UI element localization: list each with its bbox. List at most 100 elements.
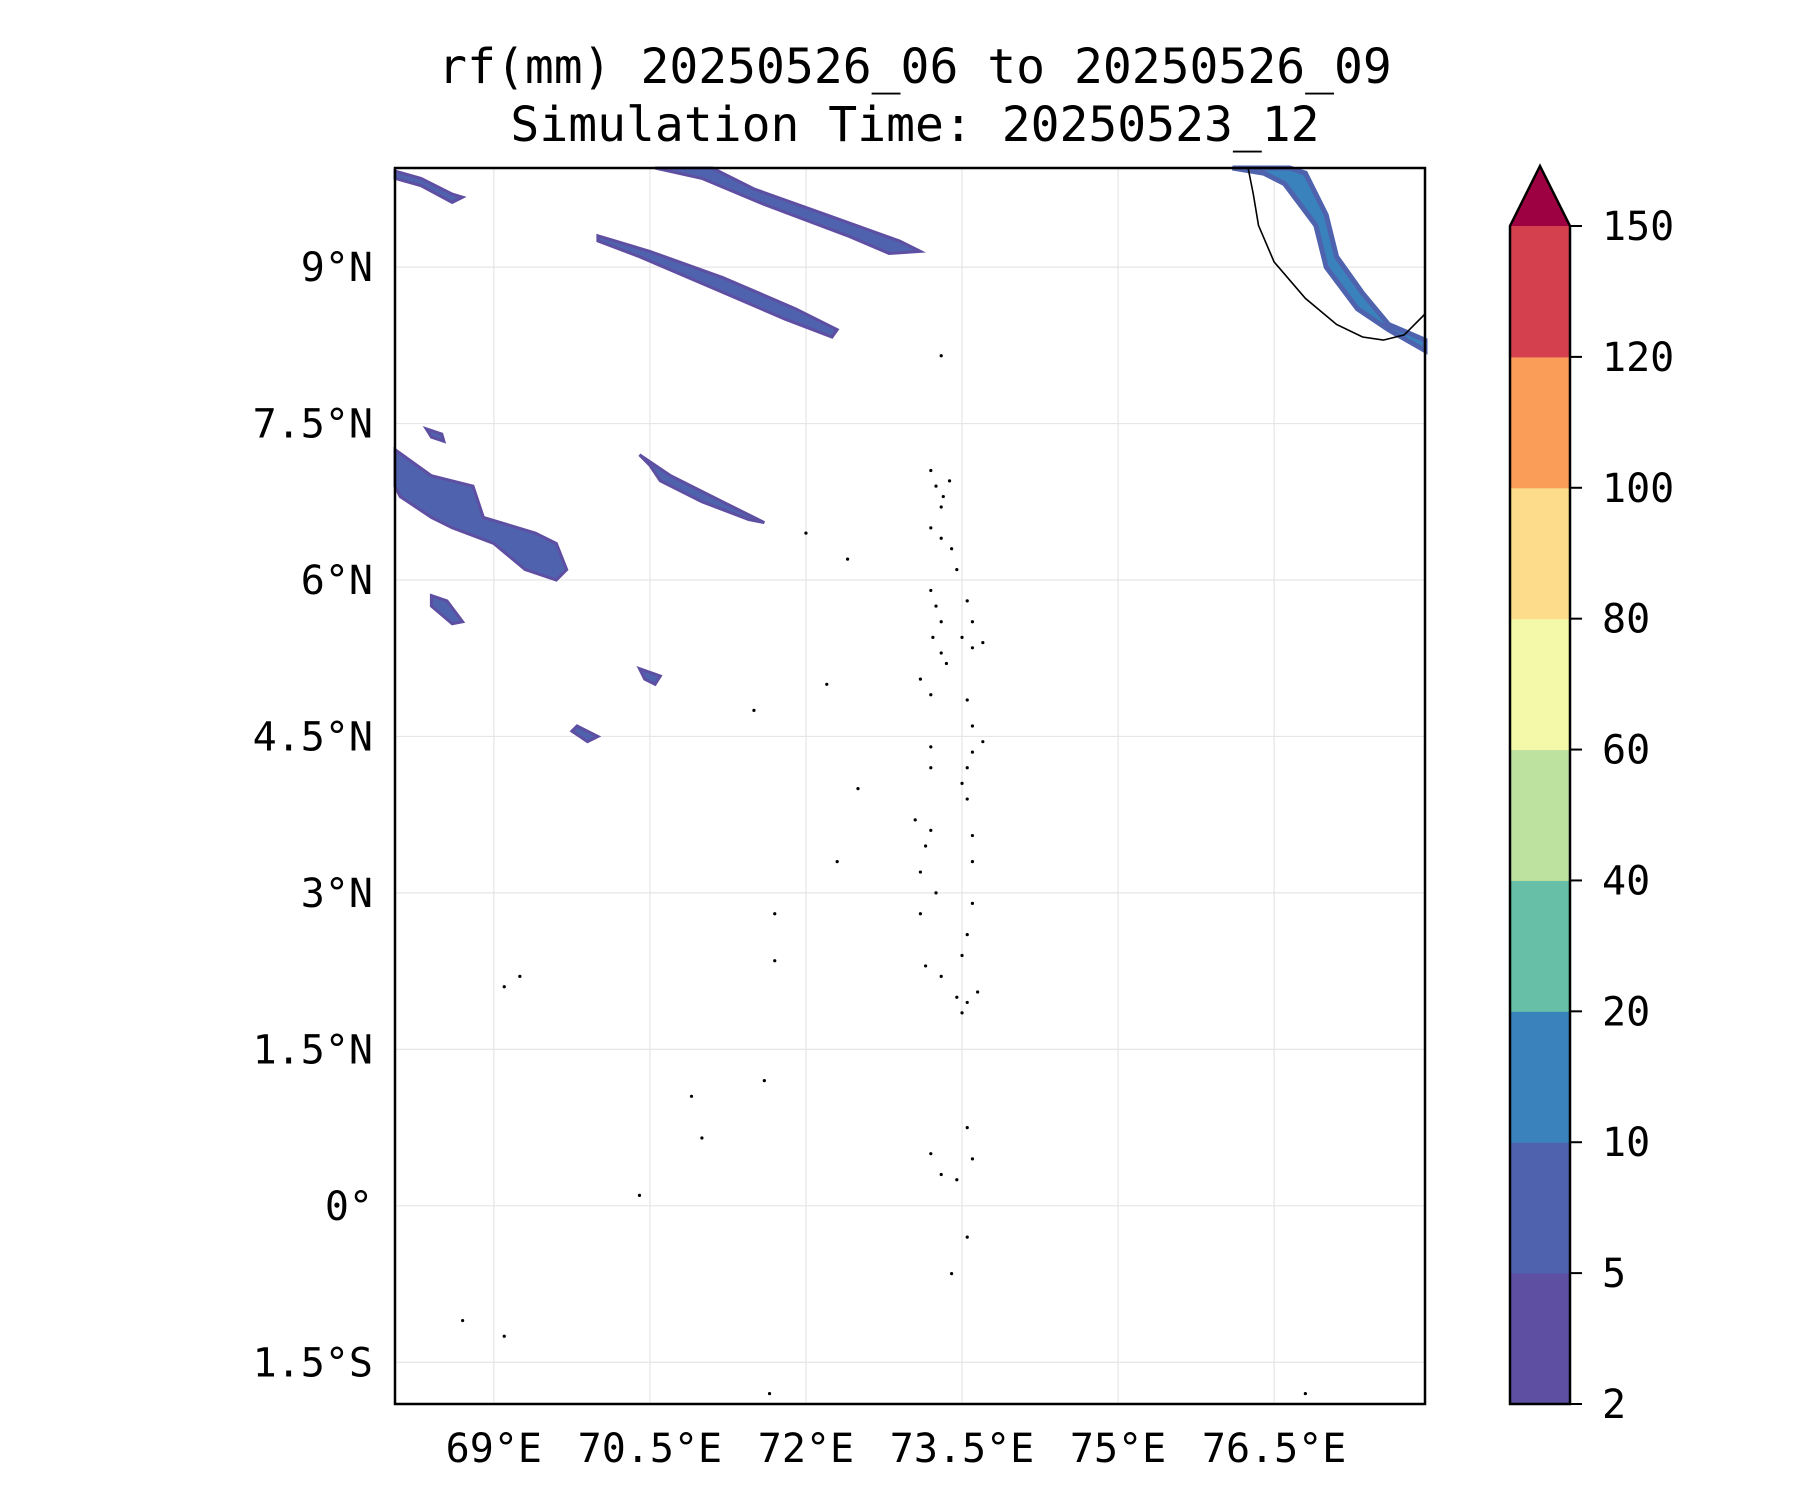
colorbar-tick-label: 150 <box>1602 204 1674 250</box>
island-dot <box>924 844 928 848</box>
lat-tick-label: 1.5°S <box>253 1340 373 1386</box>
gridlines <box>395 168 1425 1404</box>
latitude-tick-labels: 9°N 7.5°N 6°N 4.5°N 3°N 1.5°N 0° 1.5°S <box>253 245 373 1386</box>
island-dot <box>939 354 943 358</box>
colorbar-bands <box>1508 163 1572 1406</box>
colorbar-tick-label: 100 <box>1602 466 1674 512</box>
lat-tick-label: 9°N <box>301 245 373 291</box>
lon-tick-label: 72°E <box>758 1426 854 1472</box>
island-dot <box>970 860 975 864</box>
island-dot <box>773 959 777 963</box>
lon-tick-label: 75°E <box>1070 1426 1166 1472</box>
island-dot <box>856 787 860 791</box>
island-dot <box>700 1136 704 1140</box>
island-dot <box>960 781 964 785</box>
island-dot <box>939 651 943 655</box>
island-dot <box>970 1157 975 1161</box>
colorbar-band <box>1510 749 1570 881</box>
island-dot <box>502 1334 506 1338</box>
colorbar-extend-arrow <box>1510 166 1570 226</box>
island-dot <box>934 604 938 608</box>
colorbar-tick-label: 40 <box>1602 858 1650 904</box>
rain-contour <box>638 453 765 525</box>
island-dot <box>913 818 917 822</box>
colorbar-tick-label: 2 <box>1602 1382 1626 1428</box>
island-dot <box>825 682 829 686</box>
island-dot <box>929 693 933 697</box>
island-dot <box>955 1178 959 1182</box>
colorbar-tick-label: 10 <box>1602 1120 1650 1166</box>
colorbar-band <box>1510 226 1570 358</box>
island-dot <box>970 620 975 624</box>
island-dot <box>461 1318 465 1323</box>
island-dot <box>773 912 777 916</box>
island-dot <box>939 620 943 624</box>
island-dot <box>918 870 923 874</box>
island-dot <box>845 557 850 561</box>
island-dot <box>762 1079 766 1083</box>
india-coastline <box>1247 167 1426 341</box>
island-dot <box>929 526 933 530</box>
island-dot <box>924 964 928 968</box>
lon-tick-label: 76.5°E <box>1202 1426 1347 1472</box>
island-dot <box>970 724 975 728</box>
island-dot <box>960 953 964 958</box>
island-dot <box>518 974 522 978</box>
colorbar-tick-label: 80 <box>1602 597 1650 643</box>
colorbar-band <box>1510 487 1570 620</box>
island-dot <box>752 708 756 712</box>
island-dot <box>939 1172 943 1177</box>
island-dot <box>965 1000 969 1005</box>
rain-contour <box>422 426 447 444</box>
island-dot <box>976 990 980 994</box>
island-dot <box>934 484 938 488</box>
island-dot <box>689 1094 694 1098</box>
island-dot <box>965 698 969 702</box>
colorbar-band <box>1510 1142 1570 1274</box>
lon-tick-label: 69°E <box>446 1426 542 1472</box>
island-dot <box>1303 1391 1307 1396</box>
rain-contour <box>636 666 663 687</box>
map-title-line1: rf(mm) 20250526_06 to 20250526_09 <box>438 39 1392 95</box>
lon-tick-label: 73.5°E <box>890 1426 1035 1472</box>
rain-contour <box>393 446 569 582</box>
lat-tick-label: 0° <box>325 1184 373 1230</box>
island-dot <box>929 766 933 770</box>
island-dot <box>965 797 969 801</box>
island-dot <box>950 547 954 551</box>
rain-contour <box>429 593 466 626</box>
island-dot <box>947 479 952 483</box>
colorbar-band <box>1510 618 1570 751</box>
island-dot <box>934 891 938 895</box>
island-dot <box>981 640 985 645</box>
island-dot <box>981 740 985 744</box>
coastlines <box>461 167 1426 1396</box>
colorbar-tick-label: 120 <box>1602 335 1674 381</box>
lon-tick-label: 70.5°E <box>578 1426 723 1472</box>
colorbar-band <box>1510 880 1570 1012</box>
island-dot <box>960 635 964 639</box>
island-dot <box>965 1125 969 1130</box>
island-dot <box>835 860 839 864</box>
colorbar-band <box>1510 356 1570 489</box>
island-dot <box>918 677 923 681</box>
island-dot <box>970 750 975 754</box>
island-dot <box>965 1235 969 1239</box>
island-dot <box>939 505 943 509</box>
island-dot <box>944 661 949 666</box>
colorbar-band <box>1510 1273 1570 1405</box>
lat-tick-label: 3°N <box>301 871 373 917</box>
island-dot <box>929 745 933 749</box>
rain-contour <box>393 169 467 205</box>
colorbar-band <box>1510 1011 1570 1143</box>
island-dot <box>970 833 975 838</box>
lat-tick-label: 7.5°N <box>253 402 373 448</box>
island-dot <box>931 635 935 639</box>
colorbar-outline <box>1508 163 1572 1406</box>
island-dot <box>929 828 933 832</box>
island-dot <box>918 912 923 916</box>
longitude-tick-labels: 69°E 70.5°E 72°E 73.5°E 75°E 76.5°E <box>446 1426 1347 1472</box>
island-dot <box>939 974 943 978</box>
